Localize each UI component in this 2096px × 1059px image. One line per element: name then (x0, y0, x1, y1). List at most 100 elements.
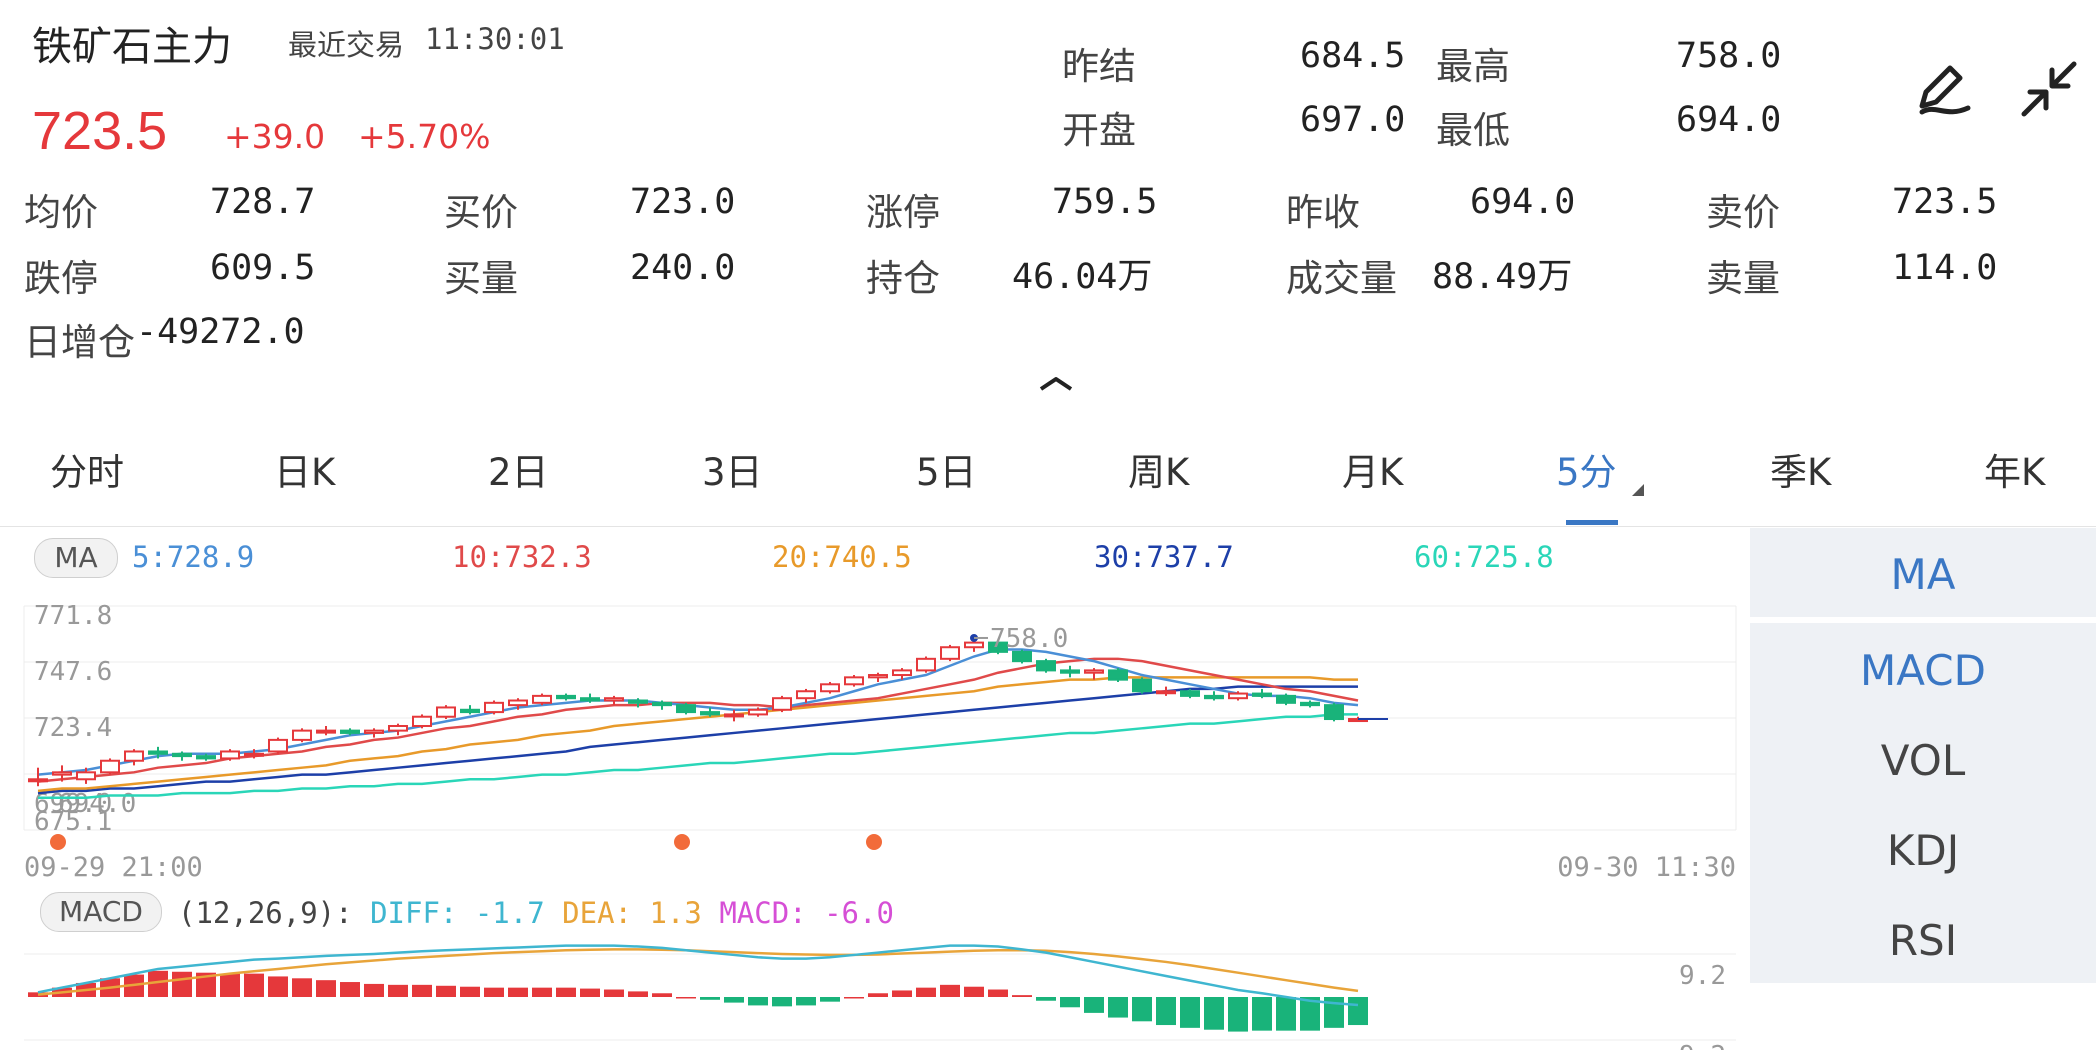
pen-icon[interactable] (1910, 58, 1976, 124)
candle-body (340, 729, 360, 734)
candle-body (628, 699, 648, 704)
diff-line (37, 944, 1359, 1007)
stat-value: 46.04万 (1012, 257, 1153, 297)
candle (820, 681, 840, 694)
candle (1228, 691, 1248, 701)
macd-chip[interactable]: MACD (40, 892, 162, 932)
candle-body (724, 713, 744, 718)
candle (340, 728, 360, 736)
macd-dea: DEA: 1.3 (562, 896, 702, 930)
side-item-kdj[interactable]: KDJ (1886, 826, 1960, 875)
candle-body (148, 750, 168, 755)
candle-body (484, 701, 504, 714)
tab-5-min[interactable]: 5分 (1556, 451, 1617, 494)
macd-bar (940, 984, 960, 997)
macd-bar (964, 986, 984, 997)
macd-bar (1108, 997, 1128, 1018)
macd-chart[interactable]: 9.2 -9.2 (0, 940, 1750, 1050)
candle-body (412, 715, 432, 727)
candle-body (1108, 669, 1128, 681)
tab-week-k[interactable]: 周K (1128, 451, 1190, 494)
chevron-up-icon[interactable] (1038, 374, 1074, 392)
tab-2-day[interactable]: 2日 (488, 451, 549, 494)
stat-value: 758.0 (1676, 36, 1782, 76)
candle (724, 709, 744, 722)
macd-param-values: (12,26,9): (178, 896, 353, 930)
tab-month-k[interactable]: 月K (1342, 451, 1404, 494)
candle-body (604, 697, 624, 702)
tab-fenshi[interactable]: 分时 (50, 451, 124, 494)
stat-label: 最高 (1436, 45, 1510, 88)
stat-label: 买量 (444, 257, 518, 300)
stat-label: 跌停 (24, 257, 98, 300)
candle (460, 705, 480, 715)
event-dot (866, 834, 882, 850)
stat-value: 759.5 (1052, 182, 1158, 222)
tab-5-day[interactable]: 5日 (916, 451, 977, 494)
candle (748, 707, 768, 717)
candle-body (220, 750, 240, 760)
ma20-value: 20:740.5 (772, 540, 912, 574)
candle (388, 723, 408, 736)
candle-body (364, 729, 384, 734)
macd-bar (1180, 997, 1200, 1028)
candle (1156, 686, 1176, 696)
stat-value: 723.0 (630, 182, 736, 222)
stat-label: 均价 (24, 191, 98, 234)
dropdown-corner-icon[interactable] (1630, 482, 1646, 502)
candle-body (964, 641, 984, 649)
candle (1084, 668, 1104, 680)
tab-year-k[interactable]: 年K (1984, 451, 2046, 494)
macd-bar (1156, 997, 1176, 1026)
last-trade-time: 11:30:01 (425, 22, 565, 56)
macd-bar (412, 984, 432, 997)
stat-value: 697.0 (1300, 100, 1406, 140)
macd-bar (916, 987, 936, 997)
macd-bar (436, 985, 456, 997)
collapse-arrows-icon[interactable] (2016, 56, 2082, 122)
tab-3-day[interactable]: 3日 (702, 451, 763, 494)
candle-body (436, 706, 456, 718)
stat-label: 卖量 (1706, 257, 1780, 300)
y-tick-label: 723.4 (34, 713, 112, 743)
stat-label: 持仓 (866, 257, 940, 300)
candle-body (28, 778, 48, 783)
macd-bar (1348, 997, 1368, 1026)
candle (628, 698, 648, 708)
daily-oi-label: 日增仓 (24, 321, 135, 364)
y-tick-label: 675.1 (34, 807, 112, 837)
candle-body (292, 729, 312, 741)
candle (988, 640, 1008, 655)
candle-body (460, 708, 480, 714)
active-tab-indicator (1566, 520, 1618, 525)
tab-quarter-k[interactable]: 季K (1770, 451, 1832, 494)
macd-bar (652, 993, 672, 997)
candle (796, 688, 816, 703)
macd-bar (676, 997, 696, 999)
candle-body (1012, 650, 1032, 663)
side-item-macd[interactable]: MACD (1860, 646, 1986, 695)
candle (652, 700, 672, 710)
candle (1012, 649, 1032, 664)
macd-bar (1012, 995, 1032, 997)
tab-day-k[interactable]: 日K (274, 451, 336, 494)
stat-value: 609.5 (210, 248, 316, 288)
macd-bar (1204, 997, 1224, 1030)
macd-bar (724, 997, 744, 1003)
side-item-vol[interactable]: VOL (1880, 736, 1966, 785)
side-item-ma[interactable]: MA (1890, 550, 1956, 599)
candle-body (892, 669, 912, 677)
candle-body (796, 690, 816, 700)
side-item-rsi[interactable]: RSI (1888, 916, 1958, 965)
ma-chip[interactable]: MA (34, 538, 118, 578)
macd-bar (868, 993, 888, 997)
candle-body (196, 755, 216, 760)
candle (1180, 688, 1200, 699)
candle-body (1228, 692, 1248, 700)
candle-body (676, 704, 696, 714)
macd-bar (844, 997, 864, 999)
candle-body (820, 683, 840, 693)
candle (436, 705, 456, 720)
candle (580, 693, 600, 703)
